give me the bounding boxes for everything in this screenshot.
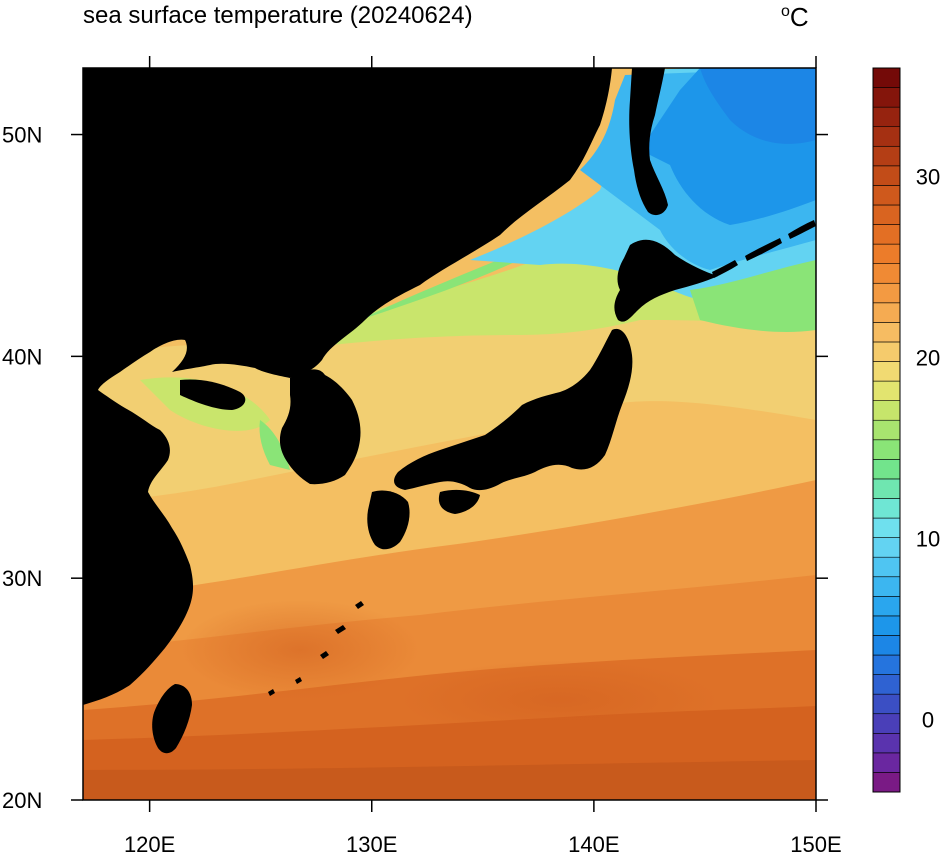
- colorbar-swatch: [872, 204, 901, 225]
- colorbar-label: 0: [922, 708, 934, 733]
- latitude-axis: 20N 30N 40N 50N: [2, 123, 828, 813]
- land-mask: [83, 68, 816, 754]
- colorbar-label: 30: [916, 165, 940, 190]
- colorbar-swatch: [872, 400, 901, 421]
- unit-label: oC: [781, 2, 809, 33]
- colorbar-swatch: [872, 145, 901, 167]
- colorbar-label: 10: [916, 527, 940, 552]
- colorbar-swatch: [872, 224, 901, 245]
- colorbar-swatch: [872, 322, 901, 343]
- colorbar-swatch: [872, 596, 901, 617]
- colorbar: 0 10 20 30: [872, 67, 940, 793]
- colorbar-swatch: [872, 380, 901, 401]
- colorbar-swatch: [872, 693, 901, 715]
- colorbar-swatch: [872, 556, 901, 578]
- colorbar-swatch: [872, 185, 901, 206]
- sst-field: [83, 68, 816, 800]
- colorbar-swatch: [872, 478, 901, 499]
- colorbar-swatch: [872, 302, 901, 323]
- lat-tick-label: 40N: [2, 344, 42, 369]
- lat-tick-label: 20N: [2, 788, 42, 813]
- colorbar-label: 20: [916, 346, 940, 371]
- colorbar-swatch: [872, 439, 901, 460]
- colorbar-swatch: [872, 106, 901, 128]
- colorbar-swatch: [872, 87, 901, 108]
- lon-tick-label: 120E: [124, 832, 175, 857]
- colorbar-swatch: [872, 361, 901, 382]
- colorbar-swatch: [872, 282, 901, 304]
- colorbar-swatch: [872, 713, 901, 734]
- colorbar-swatch: [872, 126, 901, 147]
- colorbar-swatch: [872, 772, 901, 793]
- colorbar-swatch: [872, 576, 901, 597]
- colorbar-swatch: [872, 517, 901, 538]
- colorbar-swatch: [872, 459, 901, 480]
- colorbar-swatch: [872, 615, 901, 636]
- lat-tick-label: 50N: [2, 123, 42, 148]
- colorbar-swatch: [872, 752, 901, 773]
- lon-tick-label: 150E: [790, 832, 841, 857]
- colorbar-swatch: [872, 243, 901, 264]
- degree-sign: o: [781, 3, 790, 20]
- longitude-axis: 120E 130E 140E 150E: [124, 56, 842, 857]
- colorbar-swatch: [872, 165, 901, 186]
- lon-tick-label: 130E: [346, 832, 397, 857]
- colorbar-frame: [872, 67, 901, 793]
- colorbar-swatch: [872, 67, 901, 88]
- lon-tick-label: 140E: [568, 832, 619, 857]
- colorbar-swatch: [872, 732, 901, 754]
- colorbar-swatch: [872, 635, 901, 656]
- unit-letter: C: [789, 2, 809, 32]
- map-title: sea surface temperature (20240624): [83, 2, 473, 29]
- colorbar-swatch: [872, 341, 901, 362]
- colorbar-swatch: [872, 498, 901, 519]
- colorbar-swatch: [872, 263, 901, 284]
- plot-frame: [82, 67, 817, 801]
- colorbar-swatch: [872, 654, 901, 675]
- colorbar-swatch: [872, 419, 901, 441]
- colorbar-swatch: [872, 537, 901, 558]
- lat-tick-label: 30N: [2, 566, 42, 591]
- colorbar-swatch: [872, 674, 901, 695]
